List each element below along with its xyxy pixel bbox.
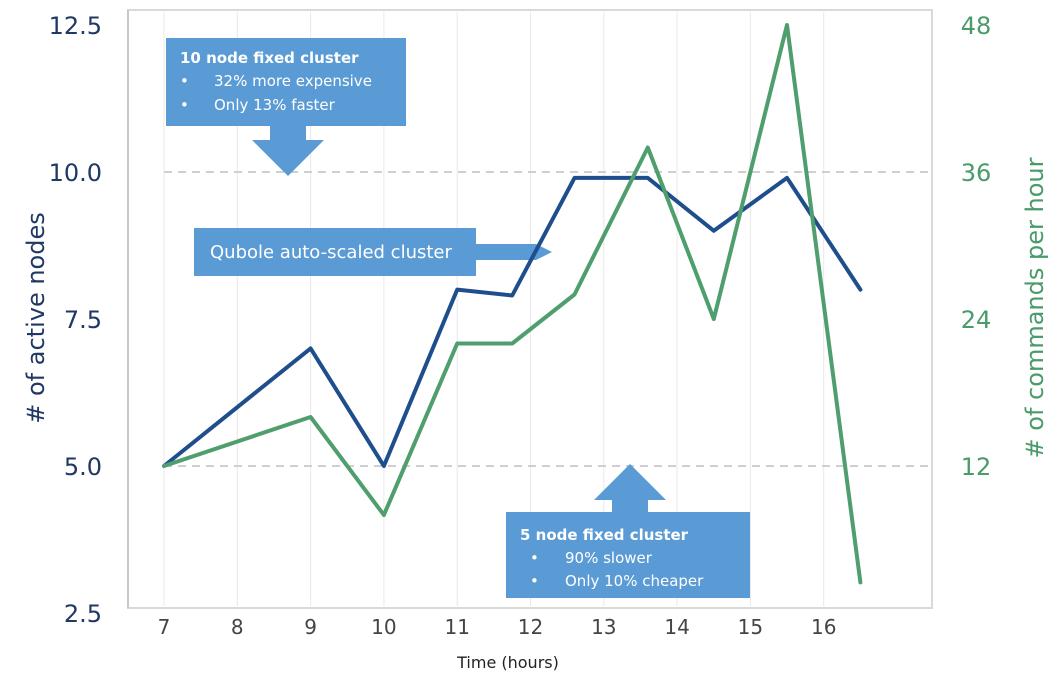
callout-five-node-bullet: Only 10% cheaper bbox=[565, 572, 704, 590]
series-line-nodes bbox=[162, 175, 863, 468]
left-tick-label: 10.0 bbox=[49, 159, 102, 187]
callout-ten-node-title: 10 node fixed cluster bbox=[180, 49, 359, 67]
left-axis-title: # of active nodes bbox=[22, 212, 50, 423]
x-tick-label: 13 bbox=[591, 615, 616, 639]
x-tick-label: 16 bbox=[811, 615, 836, 639]
right-tick-label: 12 bbox=[961, 453, 992, 481]
callout-five-node-title: 5 node fixed cluster bbox=[520, 526, 689, 544]
left-tick-label: 5.0 bbox=[64, 453, 102, 481]
callout-ten-node-down-arrow bbox=[252, 126, 324, 176]
x-tick-label: 15 bbox=[738, 615, 763, 639]
left-tick-label: 12.5 bbox=[49, 12, 102, 40]
horizontal-gridlines bbox=[164, 171, 932, 467]
x-tick-label: 8 bbox=[231, 615, 244, 639]
left-axis-ticks: 2.5 5.0 7.5 10.0 12.5 bbox=[49, 12, 102, 628]
callout-five-node-bullet: 90% slower bbox=[565, 549, 653, 567]
x-axis-title: Time (hours) bbox=[456, 653, 559, 672]
x-tick-label: 14 bbox=[664, 615, 689, 639]
left-tick-label: 2.5 bbox=[64, 600, 102, 628]
callout-five-node-box bbox=[506, 512, 750, 598]
left-tick-label: 7.5 bbox=[64, 306, 102, 334]
callout-ten-node-bullet-dot: • bbox=[180, 72, 189, 90]
x-tick-label: 9 bbox=[304, 615, 317, 639]
x-tick-label: 12 bbox=[518, 615, 543, 639]
callout-ten-node-bullet: 32% more expensive bbox=[214, 72, 372, 90]
callout-ten-node: 10 node fixed cluster • 32% more expensi… bbox=[166, 38, 406, 176]
callout-five-node: 5 node fixed cluster • 90% slower • Only… bbox=[506, 464, 750, 598]
x-axis-ticks: 7 8 9 10 11 12 13 14 15 16 bbox=[158, 615, 837, 639]
x-tick-label: 11 bbox=[444, 615, 469, 639]
series-line-commands bbox=[162, 23, 863, 585]
right-axis-title: # of commands per hour bbox=[1021, 157, 1049, 458]
callout-auto-scaled: Qubole auto-scaled cluster bbox=[194, 228, 552, 276]
x-tick-label: 7 bbox=[158, 615, 171, 639]
right-tick-label: 48 bbox=[961, 12, 992, 40]
right-axis-ticks: 12 24 36 48 bbox=[961, 12, 992, 481]
series-layer bbox=[162, 23, 863, 585]
callout-five-node-bullet-dot: • bbox=[530, 572, 539, 590]
callout-ten-node-bullet: Only 13% faster bbox=[214, 96, 336, 114]
callout-auto-scaled-label: Qubole auto-scaled cluster bbox=[210, 242, 452, 263]
right-tick-label: 24 bbox=[961, 306, 992, 334]
callout-five-node-up-arrow bbox=[594, 464, 666, 512]
callout-auto-scaled-right-arrow bbox=[194, 228, 552, 276]
callout-ten-node-bullet-dot: • bbox=[180, 96, 189, 114]
callout-ten-node-box bbox=[166, 38, 406, 126]
callout-five-node-bullet-dot: • bbox=[530, 549, 539, 567]
right-tick-label: 36 bbox=[961, 159, 992, 187]
x-tick-label: 10 bbox=[371, 615, 396, 639]
